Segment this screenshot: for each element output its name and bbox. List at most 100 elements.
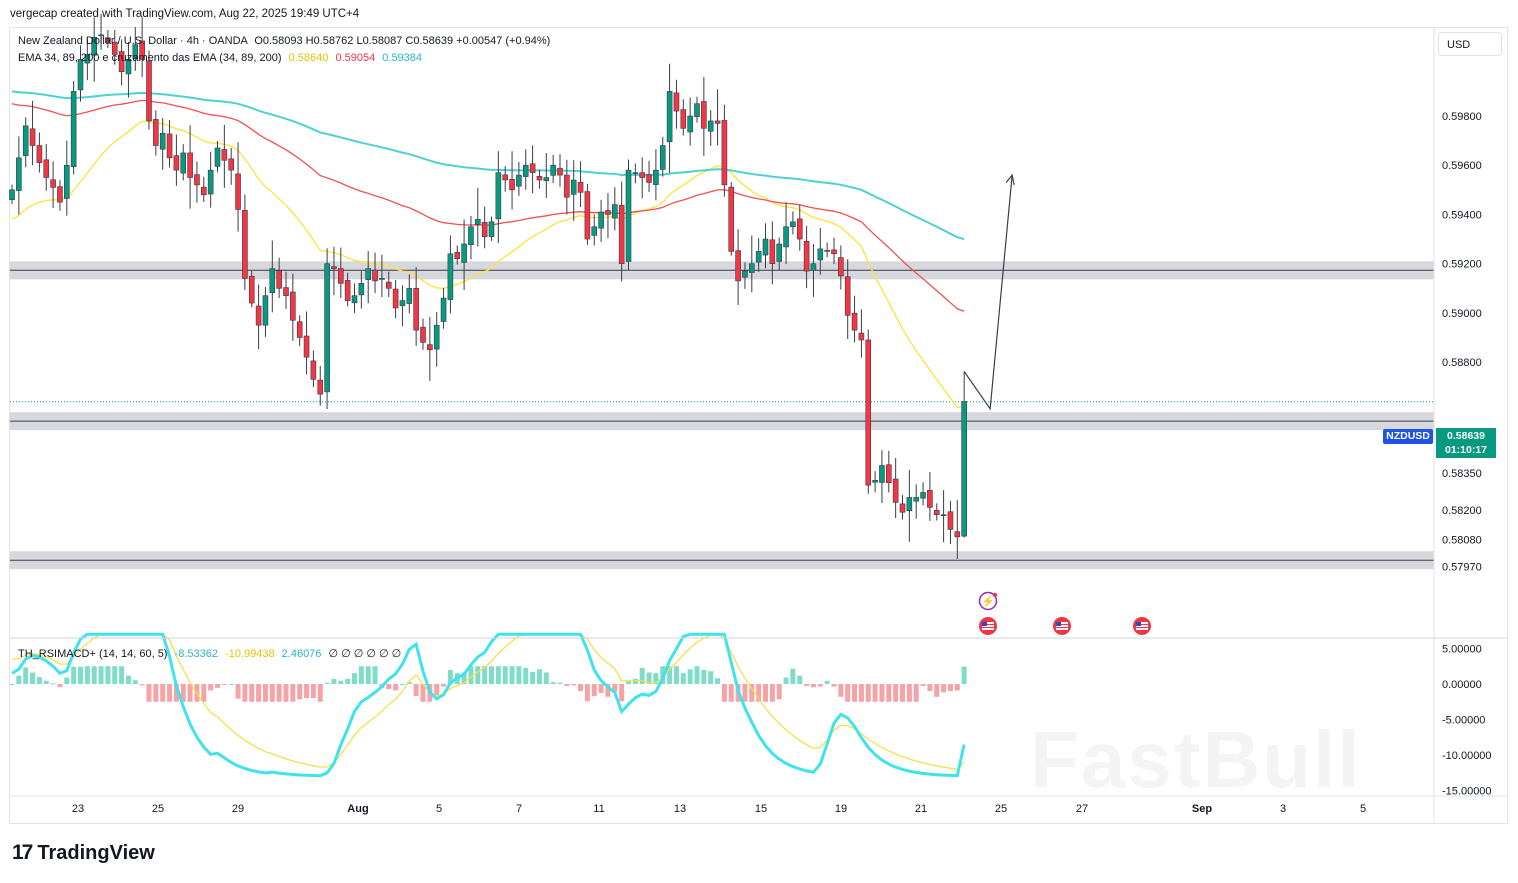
candle-body [714,120,721,124]
histogram-bar [749,684,755,702]
candle-body [838,257,844,277]
histogram-bar [468,666,474,684]
histogram-bar [756,684,762,702]
candle-body [125,59,132,75]
ema-label[interactable]: EMA 34, 89, 200 e cruzamento das EMA (34… [18,52,282,64]
legend-symbol: New Zealand Dollar / U.S. Dollar · 4h · … [18,35,550,47]
candle-body [557,167,563,176]
candle-body [516,174,522,187]
candle-body [324,263,330,393]
histogram-bar [399,684,405,685]
histogram-bar [954,684,960,691]
histogram-bar [30,672,36,684]
candle-body [16,157,22,191]
currency-selector[interactable]: USD [1438,32,1502,56]
projection-arrowhead [1005,173,1015,186]
candle-body [420,326,426,343]
symbol-title[interactable]: New Zealand Dollar / U.S. Dollar · 4h · … [18,35,248,47]
candle-body [885,464,892,484]
flag-canton [1136,622,1141,626]
tradingview-logo[interactable]: 17 TradingView [12,841,155,865]
time-tick-label: 5 [436,803,442,815]
event-icons: ⚡ [978,591,1151,635]
histogram-bar [523,668,529,684]
candle-body [180,152,187,174]
price-tick-label: 0.58200 [1442,505,1482,517]
histogram-bar [797,675,803,684]
histogram-bar [365,666,371,684]
chart-frame[interactable] [9,27,1508,824]
candle-body [707,120,714,132]
indicator-empty-values: ∅ ∅ ∅ ∅ ∅ ∅ [328,648,402,660]
histogram-bar [694,666,700,684]
histogram-bar [139,684,145,686]
histogram-bar [16,675,22,684]
price-tick-label: 0.59800 [1442,111,1482,123]
ema89-value: 0.59054 [335,52,376,64]
candle-body [454,252,461,260]
histogram-bar [36,676,42,684]
histogram-bar [160,684,166,702]
histogram-bar [728,684,734,702]
histogram-bar [441,684,447,687]
histogram-bar [434,684,440,697]
candle-body [591,226,598,236]
time-tick-label: 25 [995,803,1007,815]
candle-body [954,531,961,538]
price-tick-label: 0.58350 [1442,468,1482,480]
time-tick-label: Aug [347,803,368,815]
histogram-bar [495,666,501,684]
candle-body [940,514,947,517]
histogram-bar [105,666,111,684]
histogram-bar [687,669,693,684]
ema-lines [11,90,965,409]
flag-field [1056,622,1068,630]
price-tick-label: 0.59200 [1442,259,1482,271]
candle-body [43,159,50,178]
candle-body [296,321,303,338]
credit-line: vergecap created with TradingView.com, A… [10,8,360,20]
candle-body [680,109,687,129]
histogram-bar [721,684,727,702]
histogram-bar [345,678,351,684]
candle-body [646,174,652,183]
price-tick-label: 0.59600 [1442,160,1482,172]
histogram-bar [769,684,775,702]
candle-body [796,218,803,240]
histogram-bar [824,680,830,684]
histogram-bar [406,682,412,684]
histogram-bar [249,684,255,702]
time-tick-label: 21 [915,803,927,815]
time-tick-label: 27 [1076,803,1088,815]
flag-field [982,622,994,630]
candle-body [495,172,502,220]
time-tick-label: 5 [1360,803,1366,815]
candle-body [550,164,556,176]
time-tick-label: 19 [835,803,847,815]
candle-body [933,509,940,515]
candle-body [522,164,529,177]
histogram-bar [71,666,77,684]
time-tick-label: 7 [516,803,522,815]
histogram-bar [78,666,83,684]
price-tick-label: 0.57970 [1442,561,1482,573]
alert-bolt-icon [978,591,998,611]
histogram-bar [187,684,193,702]
candle-body [879,465,885,483]
candle-body [365,268,372,280]
candle-body [748,263,755,273]
histogram-bar [304,684,310,699]
time-tick-label: 29 [232,803,244,815]
histogram-bar [715,678,721,684]
histogram-bar [941,684,947,693]
candle-body [577,181,584,193]
histogram-bar [845,684,851,702]
candle-body [927,490,933,508]
histogram-bar [701,669,707,684]
candle-body [9,189,15,200]
candle-body [187,152,193,178]
histogram-bar [386,684,392,690]
indicator-label[interactable]: TH_RSIMACD+ (14, 14, 60, 5) [18,648,168,660]
alert-dot [992,592,998,598]
histogram-bar [742,684,748,702]
